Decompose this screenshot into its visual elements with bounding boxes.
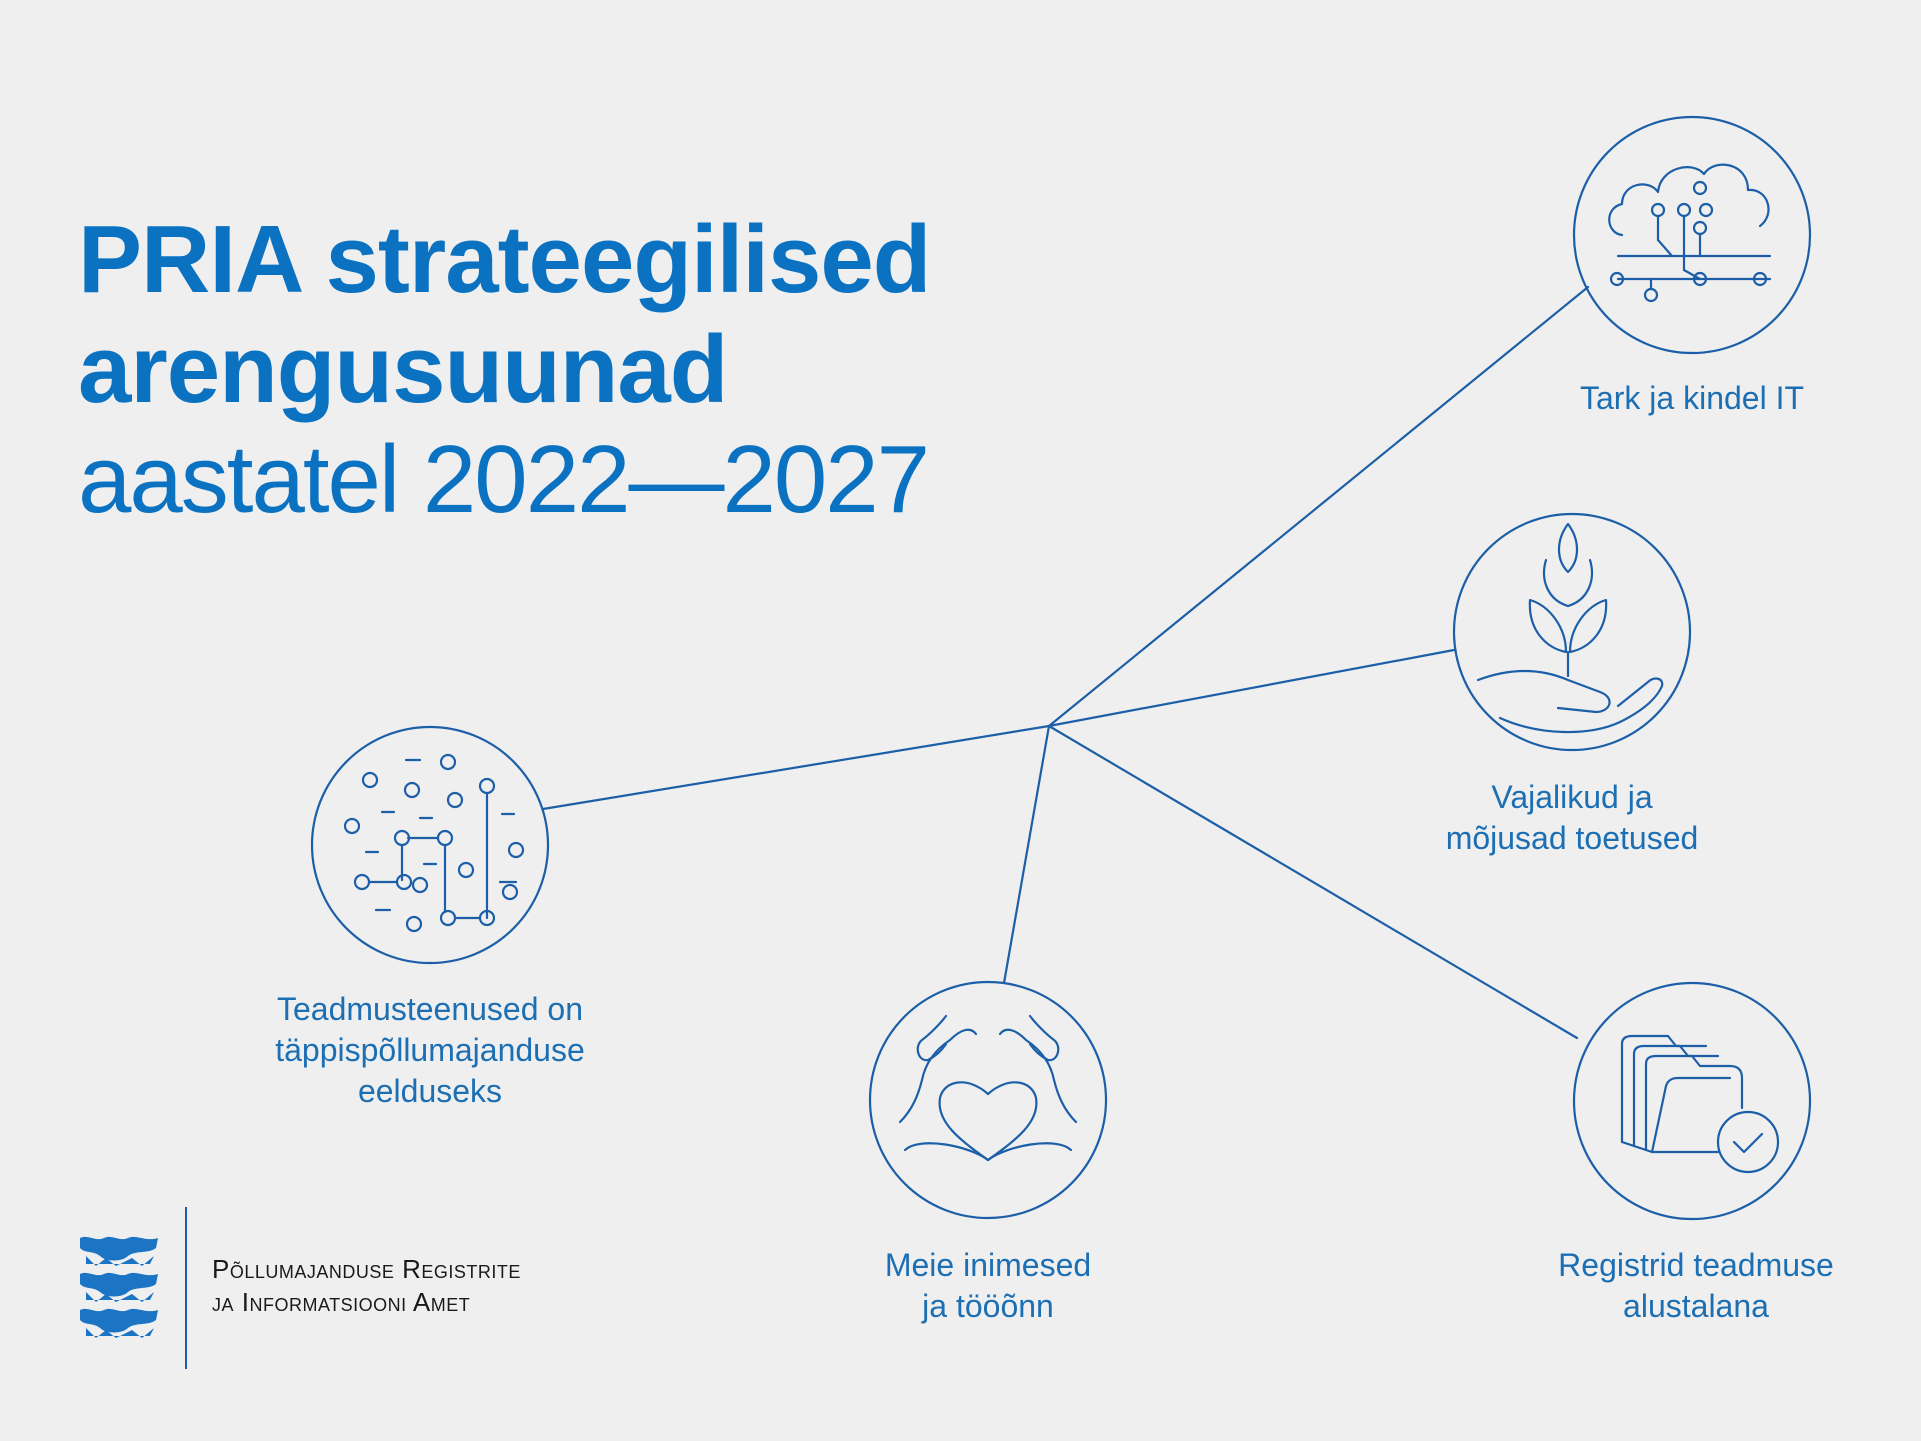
heart-hands-icon xyxy=(898,1014,1078,1162)
connector-registrid xyxy=(1047,724,1579,1040)
label-toetused: Vajalikud ja mõjusad toetused xyxy=(1342,777,1802,859)
node-teadmus-circle xyxy=(310,725,550,965)
label-registrid-line-2: alustalana xyxy=(1623,1288,1769,1324)
title-line-2: arengusuunad xyxy=(78,316,728,423)
connector-inimesed xyxy=(1002,724,1051,985)
cloud-circuit-icon xyxy=(1608,163,1772,303)
estonian-coat-of-arms-icon xyxy=(80,1236,158,1338)
connector-teadmus xyxy=(541,724,1051,811)
logo-divider xyxy=(185,1207,187,1369)
label-it-line-1: Tark ja kindel IT xyxy=(1579,380,1805,416)
node-toetused-circle xyxy=(1452,512,1692,752)
label-toetused-line-2: mõjusad toetused xyxy=(1445,820,1699,856)
label-inimesed-line-2: ja tööõnn xyxy=(922,1288,1054,1324)
agency-name: Põllumajanduse Registrite ja Informatsio… xyxy=(212,1253,521,1319)
node-inimesed-circle xyxy=(868,980,1108,1220)
connector-lines xyxy=(541,285,1590,1040)
node-teadmus xyxy=(310,725,550,965)
agency-name-line-1: Põllumajanduse Registrite xyxy=(212,1254,521,1284)
node-registrid-circle xyxy=(1572,981,1812,1221)
connector-it xyxy=(1047,285,1590,728)
page-title: PRIA strateegilised arengusuunad aastate… xyxy=(78,205,931,535)
label-teadmus-line-1: Teadmusteenused on xyxy=(277,991,583,1027)
node-it xyxy=(1572,115,1812,355)
label-it: Tark ja kindel IT xyxy=(1462,378,1921,419)
node-it-circle xyxy=(1572,115,1812,355)
label-teadmus: Teadmusteenused on täppispõllumajanduse … xyxy=(200,989,660,1112)
title-line-1: PRIA strateegilised xyxy=(78,206,931,313)
agency-name-line-2: ja Informatsiooni Amet xyxy=(212,1287,471,1317)
label-registrid: Registrid teadmuse alustalana xyxy=(1466,1245,1921,1327)
plant-in-hand-icon xyxy=(1476,522,1664,734)
data-network-icon xyxy=(343,753,525,933)
label-teadmus-line-3: eelduseks xyxy=(357,1073,503,1109)
node-inimesed xyxy=(868,980,1108,1220)
folder-check-icon xyxy=(1620,1034,1780,1174)
connector-toetused xyxy=(1047,648,1456,728)
label-inimesed: Meie inimesed ja tööõnn xyxy=(758,1245,1218,1327)
label-toetused-line-1: Vajalikud ja xyxy=(1491,779,1653,815)
node-toetused xyxy=(1452,512,1692,752)
title-line-3: aastatel 2022—2027 xyxy=(78,426,930,533)
label-inimesed-line-1: Meie inimesed xyxy=(884,1247,1092,1283)
node-registrid xyxy=(1572,981,1812,1221)
label-teadmus-line-2: täppispõllumajanduse xyxy=(275,1032,585,1068)
label-registrid-line-1: Registrid teadmuse xyxy=(1558,1247,1834,1283)
